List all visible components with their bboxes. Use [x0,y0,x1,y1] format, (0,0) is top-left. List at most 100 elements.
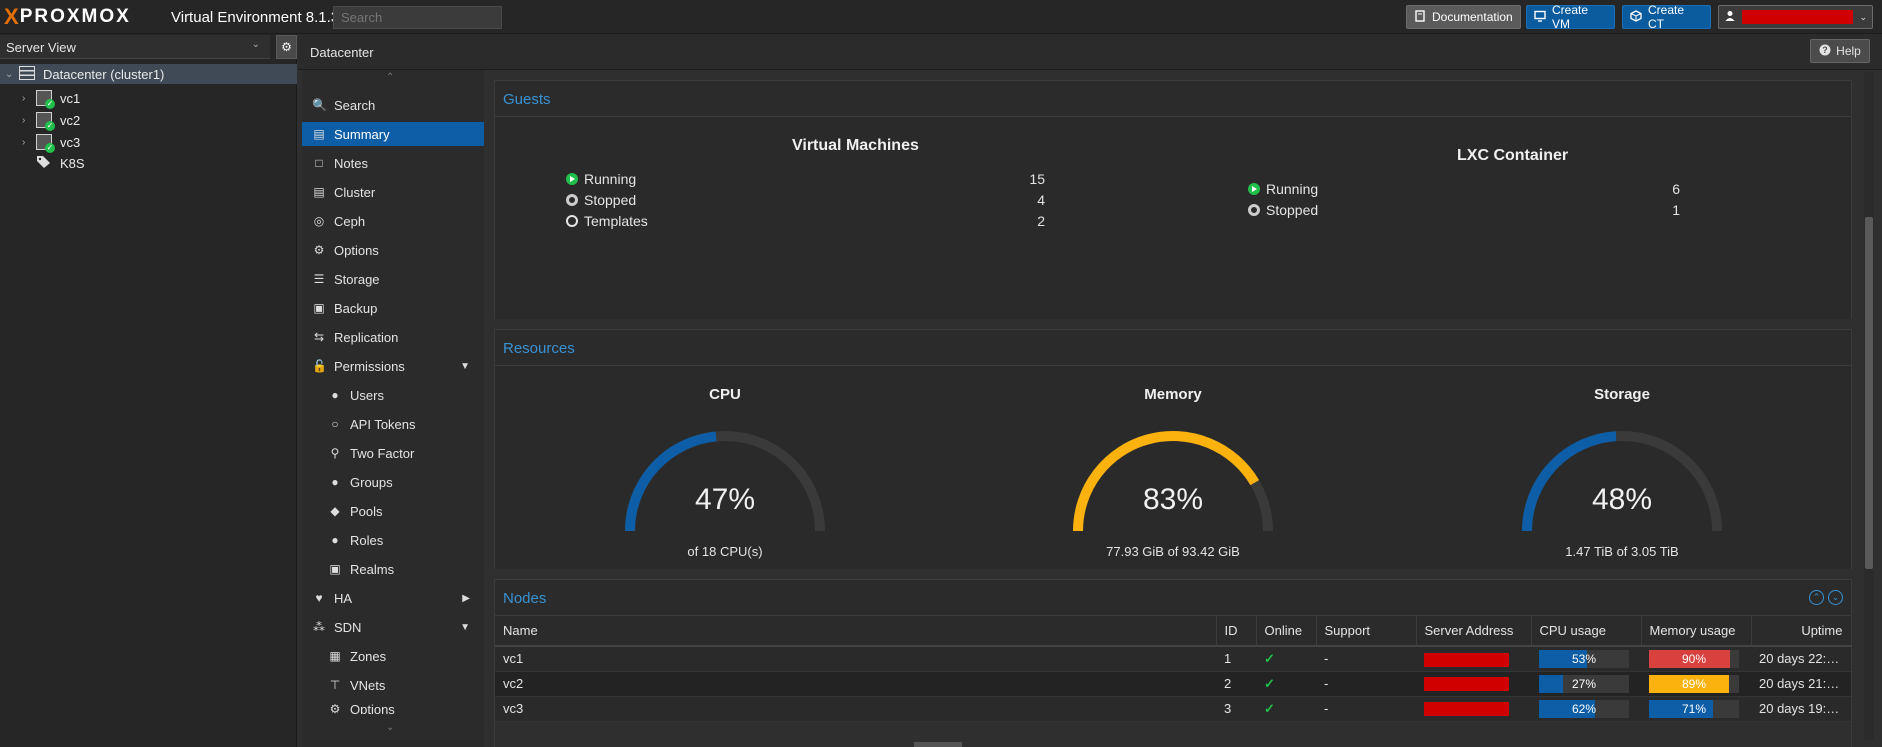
table-row[interactable]: vc1 1 ✓ - 53% 90% 20 days 22:12:22 [495,646,1851,672]
tree-item-pool-k8s[interactable]: K8S [36,153,85,173]
expand-arrow-icon[interactable]: › [22,114,26,126]
tree-item-node-vc2[interactable]: › ✓ vc2 [22,110,80,131]
collapse-down-icon[interactable]: ⌄ [1828,590,1843,605]
search-input[interactable] [333,6,502,29]
menu-item-sdn-options[interactable]: ⚙ Options [302,702,484,714]
lxc-stopped-count: 1 [1672,202,1680,218]
version-label: Virtual Environment 8.1.3 [171,9,340,26]
sdn-icon: ⁂ [313,620,325,634]
storage-gauge-percent: 48% [1591,483,1653,516]
cpu-usage-bar: 27% [1539,674,1629,693]
column-header-support[interactable]: Support [1316,616,1417,647]
nodes-panel-header: Nodes ⌃ ⌄ [495,580,1851,616]
collapse-arrow-icon[interactable]: ⌄ [5,68,14,80]
tree-item-datacenter[interactable]: ⌄ Datacenter (cluster1) [0,64,297,84]
column-header-memory-usage[interactable]: Memory usage [1641,616,1752,647]
menu-item-label: API Tokens [350,416,416,432]
column-header-id[interactable]: ID [1216,616,1257,647]
menu-item-notes[interactable]: □ Notes [302,151,484,175]
menu-item-users[interactable]: ● Users [302,383,484,407]
column-header-cpu-usage[interactable]: CPU usage [1531,616,1642,647]
server-icon: ▤ [313,185,325,199]
memory-usage-bar: 90% [1649,649,1739,668]
server-address [1416,696,1531,722]
proxmox-logo[interactable]: X PROXMOX [4,6,131,28]
tree-item-node-vc3[interactable]: › ✓ vc3 [22,132,80,153]
view-settings-button[interactable]: ⚙ [276,35,297,59]
table-row[interactable]: vc3 3 ✓ - 62% 71% 20 days 19:31:05 [495,696,1851,722]
menu-item-vnets[interactable]: ⊤ VNets [302,673,484,697]
column-header-uptime[interactable]: Uptime [1751,616,1852,647]
lxc-running-row: Running [1248,179,1318,199]
menu-item-backup[interactable]: ▣ Backup [302,296,484,320]
menu-item-zones[interactable]: ▦ Zones [302,644,484,668]
menu-item-label: HA [334,590,353,606]
breadcrumb: Datacenter [310,45,374,60]
menu-item-label: Cluster [334,184,376,200]
main-scrollbar[interactable] [1864,72,1874,740]
memory-gauge-percent: 83% [1142,483,1204,516]
check-icon: ✓ [1264,700,1275,716]
expand-arrow-icon[interactable]: › [22,136,26,148]
menu-item-ceph[interactable]: ◎ Ceph [302,209,484,233]
node-id: 2 [1216,671,1256,697]
column-header-server-address[interactable]: Server Address [1416,616,1532,647]
scrollbar-thumb[interactable] [1865,217,1873,569]
menu-item-replication[interactable]: ⇆ Replication [302,325,484,349]
menu-item-two-factor[interactable]: ⚲ Two Factor [302,441,484,465]
menu-item-label: Ceph [334,213,366,229]
menu-item-sdn[interactable]: ⁂ SDN ▼ [302,615,484,639]
server-address [1416,646,1531,672]
menu-item-summary[interactable]: ▤ Summary [302,122,484,146]
memory-usage-cell: 89% [1641,671,1751,697]
menu-item-pools[interactable]: ◆ Pools [302,499,484,523]
column-header-name[interactable]: Name [495,616,1217,647]
menu-item-ha[interactable]: ♥ HA ▶ [302,586,484,610]
collapse-up-icon[interactable]: ⌃ [1809,590,1824,605]
vm-templates-row: Templates [566,211,648,231]
table-row[interactable]: vc2 2 ✓ - 27% 89% 20 days 21:08:45 [495,671,1851,697]
help-label: Help [1836,44,1861,58]
logo-word: PROXMOX [19,6,131,27]
cpu-gauge-percent: 47% [694,483,756,516]
view-selector[interactable]: Server View ⌄ [0,35,270,59]
menu-item-label: SDN [334,619,362,635]
memory-gauge [1073,431,1273,532]
menu-item-permissions[interactable]: 🔓 Permissions ▼ [302,354,484,378]
tree-item-node-vc1[interactable]: › ✓ vc1 [22,88,80,109]
svg-text:?: ? [1822,45,1828,55]
male-icon: ● [331,533,339,547]
datacenter-menu: ⌃ 🔍 Search ▤ Summary □ Notes ▤ Cluster ◎ Ceph… [302,70,484,747]
menu-item-realms[interactable]: ▣ Realms [302,557,484,581]
menu-item-search[interactable]: 🔍 Search [302,93,484,117]
key-icon: ⚲ [330,446,340,460]
caret-down-icon[interactable]: ▼ [460,621,470,633]
gear-icon: ⚙ [313,243,325,257]
menu-item-api-tokens[interactable]: ○ API Tokens [302,412,484,436]
scroll-down-icon[interactable]: ⌄ [386,722,395,733]
create-vm-button[interactable]: Create VM [1526,3,1615,31]
caret-right-icon[interactable]: ▶ [462,592,470,604]
node-name: vc2 [495,671,1216,697]
caret-down-icon[interactable]: ▼ [460,360,470,372]
memory-usage-cell: 71% [1641,696,1751,722]
menu-item-storage[interactable]: ☰ Storage [302,267,484,291]
documentation-button[interactable]: Documentation [1406,5,1521,29]
menu-item-cluster[interactable]: ▤ Cluster [302,180,484,204]
column-header-online[interactable]: Online [1256,616,1317,647]
scroll-up-icon[interactable]: ⌃ [386,72,395,83]
menu-item-groups[interactable]: ● Groups [302,470,484,494]
cpu-gauge [625,431,825,532]
menu-item-label: Backup [334,300,378,316]
user-menu-button[interactable]: ⌄ [1718,5,1873,29]
expand-arrow-icon[interactable]: › [22,92,26,104]
resize-handle[interactable] [914,742,962,747]
status-label: Templates [584,213,648,229]
memory-usage-bar: 89% [1649,674,1739,693]
create-ct-button[interactable]: Create CT [1622,3,1711,31]
book-icon [1414,9,1426,25]
documentation-label: Documentation [1432,10,1513,24]
help-button[interactable]: ? Help [1810,39,1870,63]
menu-item-roles[interactable]: ● Roles [302,528,484,552]
menu-item-options[interactable]: ⚙ Options [302,238,484,262]
